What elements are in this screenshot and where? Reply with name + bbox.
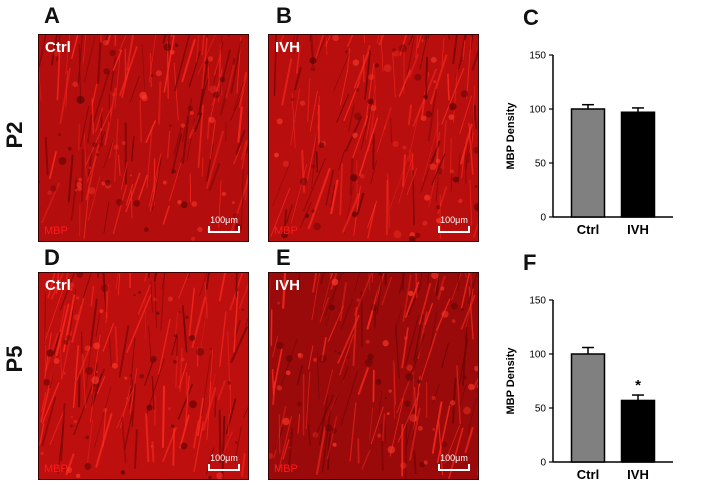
scale-bar: 100μm — [208, 215, 240, 233]
y-tick-label: 0 — [540, 213, 546, 224]
condition-label: IVH — [275, 277, 301, 294]
y-tick-label: 100 — [529, 105, 546, 116]
micrograph-texture — [269, 273, 478, 479]
scale-bar: 100μm — [208, 453, 240, 471]
micrograph-p2-ivh: IVH MBP 100μm — [268, 34, 479, 242]
scale-bar-label: 100μm — [440, 215, 468, 225]
micrograph-p5-ivh: IVH MBP 100μm — [268, 272, 479, 480]
x-tick-label: Ctrl — [577, 467, 599, 482]
micrograph-p5-ctrl: Ctrl MBP 100μm — [38, 272, 249, 480]
row-label-p5: P5 — [2, 345, 27, 373]
scale-bar: 100μm — [438, 215, 470, 233]
micrograph-p2-ctrl: Ctrl MBP 100μm — [38, 34, 249, 242]
condition-label: Ctrl — [45, 39, 71, 56]
condition-label: IVH — [275, 39, 301, 56]
panel-letter-f: F — [523, 250, 537, 275]
bar-ctrl — [570, 108, 606, 218]
bar-chart-c: 0 50 100 150 MBP Density Ctrl IVH — [505, 51, 673, 237]
panel-letter-c: C — [523, 5, 539, 30]
bar-ctrl — [570, 353, 606, 463]
micrograph-texture — [39, 273, 248, 479]
y-tick-label: 150 — [529, 51, 546, 62]
x-tick-label: IVH — [627, 222, 649, 237]
x-tick-label: IVH — [627, 467, 649, 482]
y-tick-label: 50 — [535, 159, 547, 170]
y-tick-label: 0 — [540, 458, 546, 469]
scale-bar-label: 100μm — [210, 453, 238, 463]
x-tick-label: Ctrl — [577, 222, 599, 237]
stain-label: MBP — [274, 225, 298, 237]
micrograph-texture — [269, 35, 478, 241]
significance-marker: * — [635, 377, 641, 394]
scale-bar-label: 100μm — [440, 453, 468, 463]
stain-label: MBP — [44, 225, 68, 237]
y-tick-label: 50 — [535, 404, 547, 415]
panel-letter-b: B — [276, 3, 292, 28]
scale-bar-label: 100μm — [210, 215, 238, 225]
panel-letter-e: E — [276, 245, 291, 270]
row-label-p2: P2 — [2, 121, 27, 149]
y-tick-label: 100 — [529, 350, 546, 361]
y-tick-label: 150 — [529, 296, 546, 307]
bar-chart-f: 0 50 100 150 MBP Density Ctrl IVH * — [505, 296, 673, 482]
y-axis-label: MBP Density — [505, 102, 517, 170]
stain-label: MBP — [274, 463, 298, 475]
y-axis-label: MBP Density — [505, 347, 517, 415]
bar-ivh — [620, 399, 656, 463]
condition-label: Ctrl — [45, 277, 71, 294]
panel-letter-d: D — [44, 245, 60, 270]
bar-ivh — [620, 111, 656, 218]
panel-letter-a: A — [44, 3, 60, 28]
stain-label: MBP — [44, 463, 68, 475]
scale-bar: 100μm — [438, 453, 470, 471]
micrograph-texture — [39, 35, 248, 241]
